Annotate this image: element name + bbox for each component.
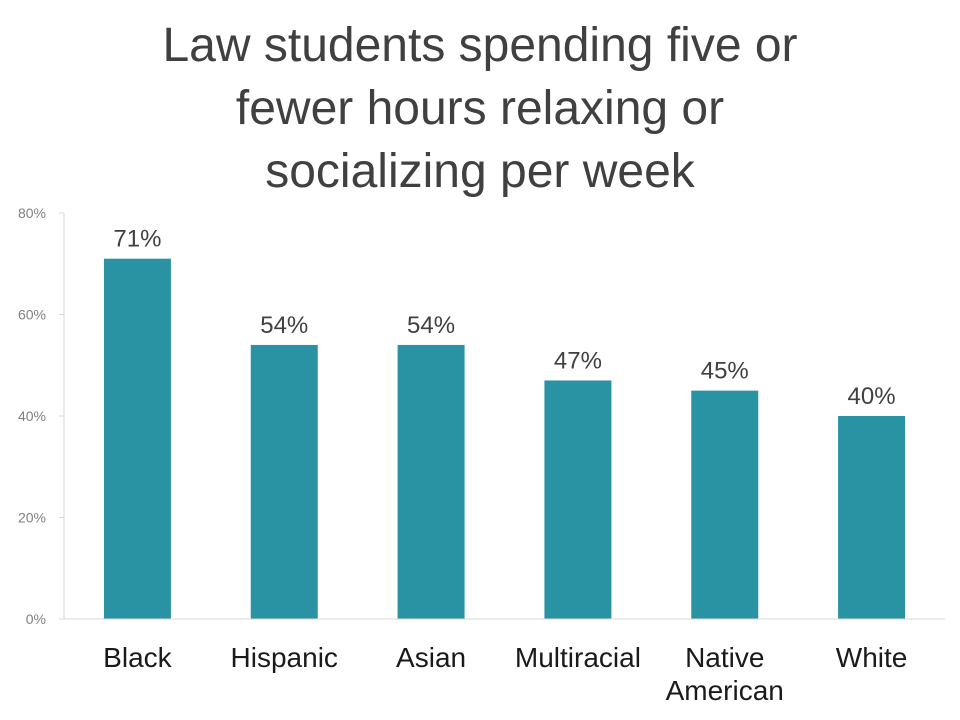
y-tick-label: 20% — [18, 510, 46, 526]
x-category-label: Asian — [396, 642, 466, 673]
x-category-label: Multiracial — [515, 642, 641, 673]
x-category-label-line: Native — [685, 642, 764, 673]
chart-title-line-3: socializing per week — [265, 145, 695, 198]
bar — [250, 344, 318, 619]
chart-title: Law students spending five or fewer hour… — [0, 14, 960, 203]
bars — [103, 258, 906, 619]
x-category-label: Black — [103, 642, 172, 673]
x-category-label: White — [836, 642, 908, 673]
y-tick-label: 60% — [18, 307, 46, 323]
x-category-label: Native American — [666, 642, 784, 706]
x-category-label-line: Asian — [396, 642, 466, 673]
x-category-label-line: Multiracial — [515, 642, 641, 673]
x-category-label-line: American — [666, 675, 784, 706]
data-label: 71% — [113, 226, 161, 253]
bar — [838, 416, 906, 619]
x-category-label-line: White — [836, 642, 908, 673]
data-label: 40% — [848, 383, 896, 410]
y-tick-label: 80% — [18, 205, 46, 221]
bar — [103, 258, 171, 619]
chart-title-line-2: fewer hours relaxing or — [235, 82, 725, 135]
data-label: 47% — [554, 347, 602, 374]
bar — [544, 380, 612, 619]
x-category-label-line: Hispanic — [231, 642, 338, 673]
x-axis: Black Hispanic Asian Multiracial Native Ameri… — [64, 618, 945, 706]
data-label: 54% — [260, 312, 308, 339]
data-label: 45% — [701, 358, 749, 385]
x-category-label: Hispanic — [231, 642, 338, 673]
bar — [691, 390, 759, 619]
x-category-label-line: Black — [103, 642, 172, 673]
bar — [397, 344, 465, 619]
y-tick-label: 0% — [26, 611, 46, 627]
y-axis: 0% 20% 40% 60% 80% — [18, 205, 65, 627]
chart-title-line-1: Law students spending five or — [162, 19, 798, 72]
data-label: 54% — [407, 312, 455, 339]
y-tick-label: 40% — [18, 408, 46, 424]
data-labels: 71% 54% 54% 47% 45% 40% — [113, 226, 895, 410]
